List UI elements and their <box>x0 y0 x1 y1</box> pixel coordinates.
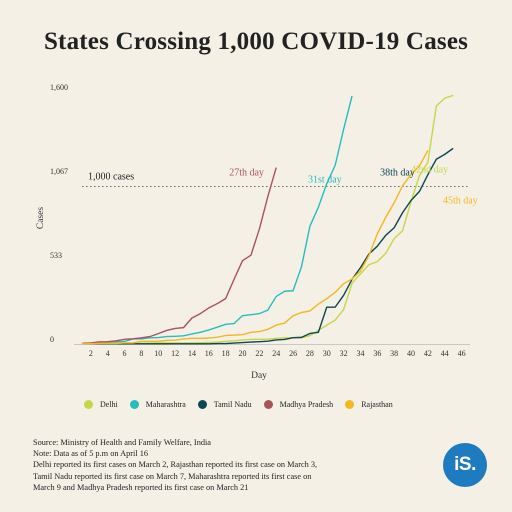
legend-swatch <box>345 400 355 409</box>
legend-item-rajasthan[interactable]: Rajasthan <box>345 400 393 409</box>
x-tick-label: 14 <box>188 349 196 358</box>
x-tick-label: 10 <box>154 349 162 358</box>
x-tick-label: 36 <box>373 349 381 358</box>
legend-label: Madhya Pradesh <box>279 400 334 409</box>
x-tick-label: 22 <box>255 349 263 358</box>
brand-logo: iS. <box>443 443 487 487</box>
series-line-rajasthan <box>82 150 429 345</box>
note-line: March 9 and Madhya Pradesh reported its … <box>33 482 249 492</box>
legend-label: Tamil Nadu <box>213 400 252 409</box>
note-line: Tamil Nadu reported its first case on Ma… <box>33 471 312 481</box>
legend: Delhi Maharashtra Tamil Nadu Madhya Prad… <box>84 400 405 409</box>
x-tick-label: 28 <box>306 349 314 358</box>
legend-swatch <box>129 400 139 409</box>
x-tick-label: 30 <box>323 349 331 358</box>
x-axis-label: Day <box>251 371 267 381</box>
annotation-rajasthan: 45th day <box>443 196 478 207</box>
legend-swatch <box>263 400 273 409</box>
x-tick-label: 38 <box>390 349 398 358</box>
x-tick-label: 26 <box>289 349 297 358</box>
series-line-delhi <box>82 94 454 345</box>
legend-label: Maharashtra <box>145 400 186 409</box>
reference-line-label: 1,000 cases <box>88 172 134 183</box>
y-tick-label: 1,600 <box>50 83 68 92</box>
series-line-madhya-pradesh <box>82 167 277 345</box>
legend-item-madhya-pradesh[interactable]: Madhya Pradesh <box>263 400 334 409</box>
x-tick-label: 20 <box>239 349 247 358</box>
x-tick-label: 42 <box>424 349 432 358</box>
x-tick-label: 24 <box>272 349 280 358</box>
x-tick-label: 12 <box>171 349 179 358</box>
x-tick-label: 32 <box>340 349 348 358</box>
legend-swatch <box>197 400 207 409</box>
y-tick-label: 1,067 <box>50 167 68 176</box>
legend-label: Delhi <box>100 400 118 409</box>
note-line: Note: Data as of 5 p.m on April 16 <box>33 449 148 459</box>
legend-item-tamil-nadu[interactable]: Tamil Nadu <box>197 400 252 409</box>
x-tick-label: 2 <box>89 349 93 358</box>
legend-label: Rajasthan <box>361 400 393 409</box>
annotation-madhya-pradesh: 27th day <box>229 168 264 179</box>
annotation-maharashtra: 31st day <box>308 175 342 186</box>
source-line: Source: Ministry of Health and Family We… <box>33 438 211 447</box>
note-line: Delhi reported its first cases on March … <box>33 460 318 470</box>
x-tick-label: 4 <box>106 349 110 358</box>
x-tick-label: 18 <box>222 349 230 358</box>
legend-swatch <box>84 400 93 409</box>
legend-item-delhi[interactable]: Delhi <box>84 400 118 409</box>
x-tick-label: 44 <box>441 349 449 358</box>
annotation-tamil-nadu: 38th day <box>380 168 415 179</box>
x-tick-label: 34 <box>356 349 364 358</box>
source-notes: Source: Ministry of Health and Family We… <box>33 437 403 493</box>
x-tick-label: 16 <box>205 349 213 358</box>
legend-item-maharashtra[interactable]: Maharashtra <box>129 400 186 409</box>
series-line-tamil-nadu <box>82 147 454 345</box>
x-tick-label: 46 <box>458 349 466 358</box>
chart-title: States Crossing 1,000 COVID-19 Cases <box>43 28 469 55</box>
x-tick-label: 6 <box>123 349 127 358</box>
x-tick-label: 40 <box>407 349 415 358</box>
x-tick-label: 8 <box>139 349 143 358</box>
y-tick-label: 533 <box>50 251 62 260</box>
y-tick-label: 0 <box>50 335 54 344</box>
annotation-delhi: 42nd day <box>411 165 448 176</box>
series-line-maharashtra <box>82 95 353 345</box>
y-axis-label: Cases <box>36 207 46 229</box>
